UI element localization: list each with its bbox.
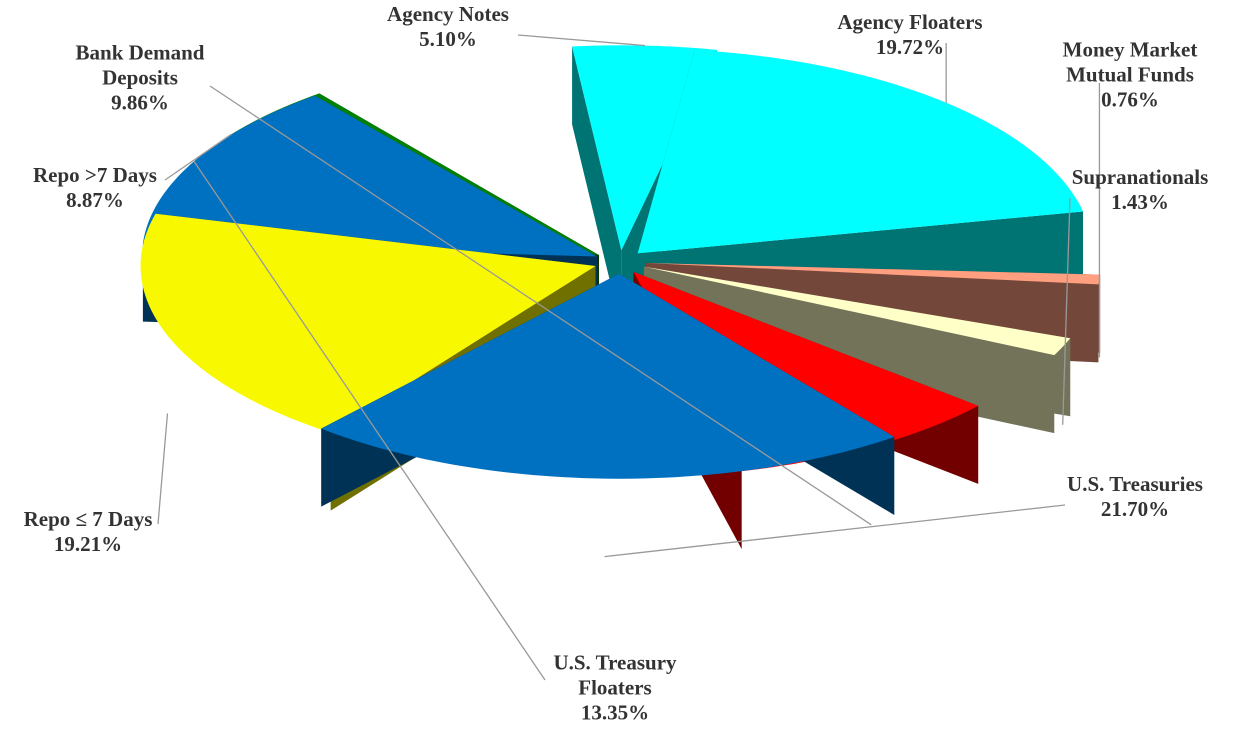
value-label: 13.35%: [580, 700, 650, 725]
value-label: 9.86%: [111, 90, 169, 115]
value-label: 1.43%: [1111, 190, 1169, 214]
value-label: 5.10%: [419, 27, 477, 51]
category-label: Agency Floaters: [837, 10, 983, 34]
leader-line: [604, 504, 1066, 558]
data-label: Repo >7 Days 8.87%: [0, 163, 215, 213]
slice: [637, 50, 1084, 254]
category-label: Money Market Mutual Funds: [1062, 37, 1198, 87]
value-label: 21.70%: [1100, 497, 1170, 521]
data-label: U.S. Treasuries 21.70%: [1015, 472, 1233, 522]
category-label: Bank Demand Deposits: [75, 40, 205, 90]
category-label: Agency Notes: [387, 2, 509, 26]
slice: [142, 95, 597, 257]
category-label: Repo >7 Days: [33, 163, 157, 187]
category-label: U.S. Treasury Floaters: [553, 650, 677, 700]
data-label: Agency Floaters 19.72%: [790, 10, 1030, 60]
category-label: Repo ≤ 7 Days: [23, 507, 153, 531]
slice: [321, 273, 895, 479]
leader-line: [157, 413, 169, 525]
value-label: 8.87%: [66, 188, 124, 212]
value-label: 0.76%: [1101, 87, 1159, 112]
category-label: Supranationals: [1071, 165, 1209, 189]
value-label: 19.21%: [53, 532, 123, 556]
data-label: Supranationals 1.43%: [1020, 165, 1233, 215]
category-label: U.S. Treasuries: [1067, 472, 1203, 496]
data-label: U.S. Treasury Floaters 13.35%: [520, 651, 710, 726]
slice: [645, 262, 1101, 285]
slice: [321, 273, 895, 515]
slice: [643, 266, 1071, 434]
leader-line: [1062, 197, 1071, 425]
slice: [643, 266, 1071, 356]
leader-line: [164, 133, 232, 181]
leader-line: [193, 161, 546, 681]
leader-line: [517, 34, 645, 47]
data-label: Bank Demand Deposits 9.86%: [45, 41, 235, 116]
slice-side: [572, 46, 622, 329]
data-label: Agency Notes 5.10%: [328, 2, 568, 52]
data-label: Money Market Mutual Funds 0.76%: [1035, 38, 1225, 113]
slice: [140, 213, 596, 433]
slice-side: [643, 266, 1055, 434]
data-label: Repo ≤ 7 Days 19.21%: [0, 507, 208, 557]
slice: [572, 45, 718, 251]
leader-line: [209, 85, 872, 526]
value-label: 19.72%: [875, 35, 945, 59]
